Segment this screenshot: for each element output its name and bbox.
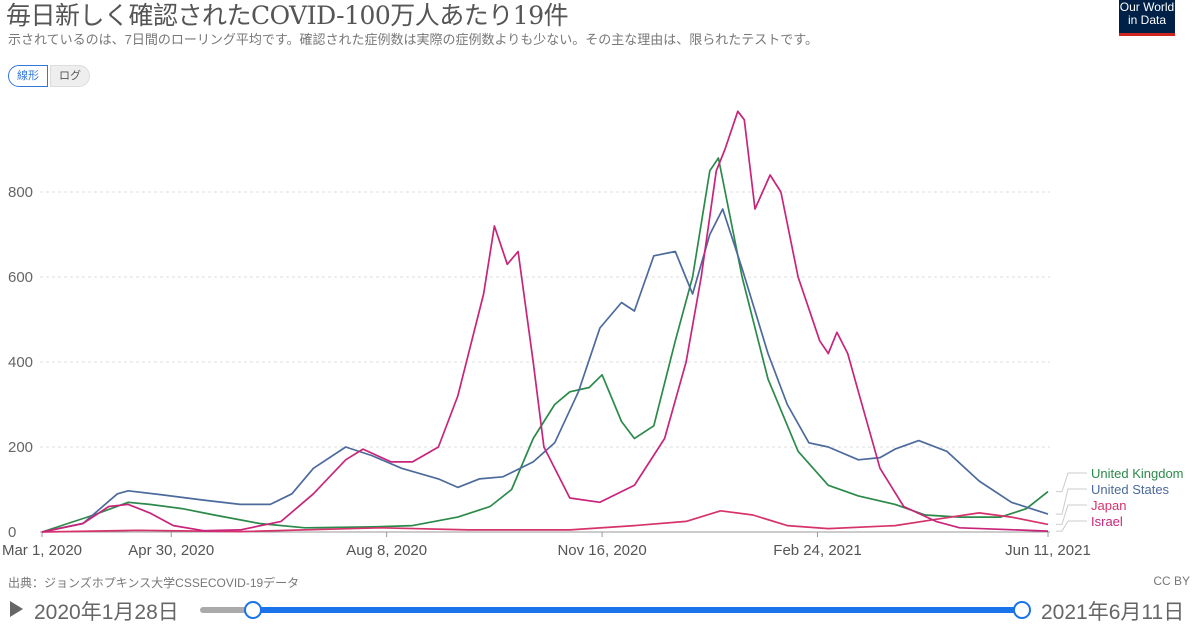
- timeline-end-handle[interactable]: [1013, 601, 1031, 619]
- x-tick-label: Mar 1, 2020: [2, 542, 82, 559]
- timeline-selected-range: [253, 607, 1022, 613]
- legend-connector: [1056, 520, 1087, 532]
- timeline-end-date: 2021年6月11日: [1041, 601, 1185, 624]
- legend-label: Israel: [1091, 514, 1123, 529]
- legend-connector: [1056, 488, 1087, 515]
- x-tick-label: Nov 16, 2020: [557, 542, 646, 559]
- y-tick-label: 800: [8, 184, 33, 201]
- timeline-start-handle[interactable]: [244, 601, 262, 619]
- chart-subtitle: 示されているのは、7日間のローリング平均です。確認された症例数は実際の症例数より…: [8, 32, 818, 47]
- x-tick-label: Aug 8, 2020: [346, 542, 427, 559]
- y-tick-label: 600: [8, 269, 33, 286]
- series-line-japan: [41, 509, 1049, 533]
- x-tick-label: Apr 30, 2020: [128, 542, 214, 559]
- legend-connector: [1056, 504, 1087, 525]
- source-note[interactable]: 出典：ジョンズホプキンス大学CSSECOVID-19データ: [8, 576, 300, 590]
- series-line-united-states: [41, 208, 1049, 533]
- y-tick-label: 0: [8, 524, 16, 541]
- owid-logo[interactable]: Our World in Data: [1119, 0, 1175, 36]
- log-scale-button[interactable]: ログ: [50, 65, 90, 87]
- line-chart: 0 200 400 600 800 Mar 1, 2020 Apr 30, 2020 Aug …: [2, 110, 1184, 559]
- legend-label: United States: [1091, 482, 1170, 497]
- series-line-united-kingdom: [41, 157, 1049, 533]
- series-line-israel: [41, 110, 1049, 533]
- play-icon[interactable]: [10, 601, 23, 617]
- legend-label: Japan: [1091, 498, 1126, 513]
- timeline-start-date: 2020年1月28日: [34, 601, 179, 624]
- x-tick-label: Jun 11, 2021: [1005, 542, 1091, 559]
- license-link[interactable]: CC BY: [1153, 574, 1190, 588]
- y-tick-label: 400: [8, 354, 33, 371]
- linear-scale-button[interactable]: 線形: [8, 65, 48, 87]
- legend-label: United Kingdom: [1091, 466, 1184, 481]
- y-tick-label: 200: [8, 439, 33, 456]
- x-tick-label: Feb 24, 2021: [773, 542, 861, 559]
- legend-connector: [1056, 472, 1087, 493]
- chart-title: 毎日新しく確認されたCOVID-100万人あたり19件: [6, 1, 569, 30]
